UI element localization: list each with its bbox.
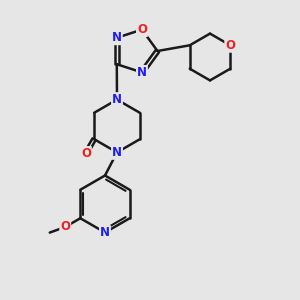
Text: O: O [137,23,147,36]
Text: N: N [112,93,122,106]
Text: O: O [81,147,91,160]
Text: N: N [112,146,122,159]
Text: O: O [225,39,235,52]
Text: N: N [137,66,147,79]
Text: O: O [60,220,70,233]
Text: N: N [112,31,122,44]
Text: N: N [100,226,110,239]
